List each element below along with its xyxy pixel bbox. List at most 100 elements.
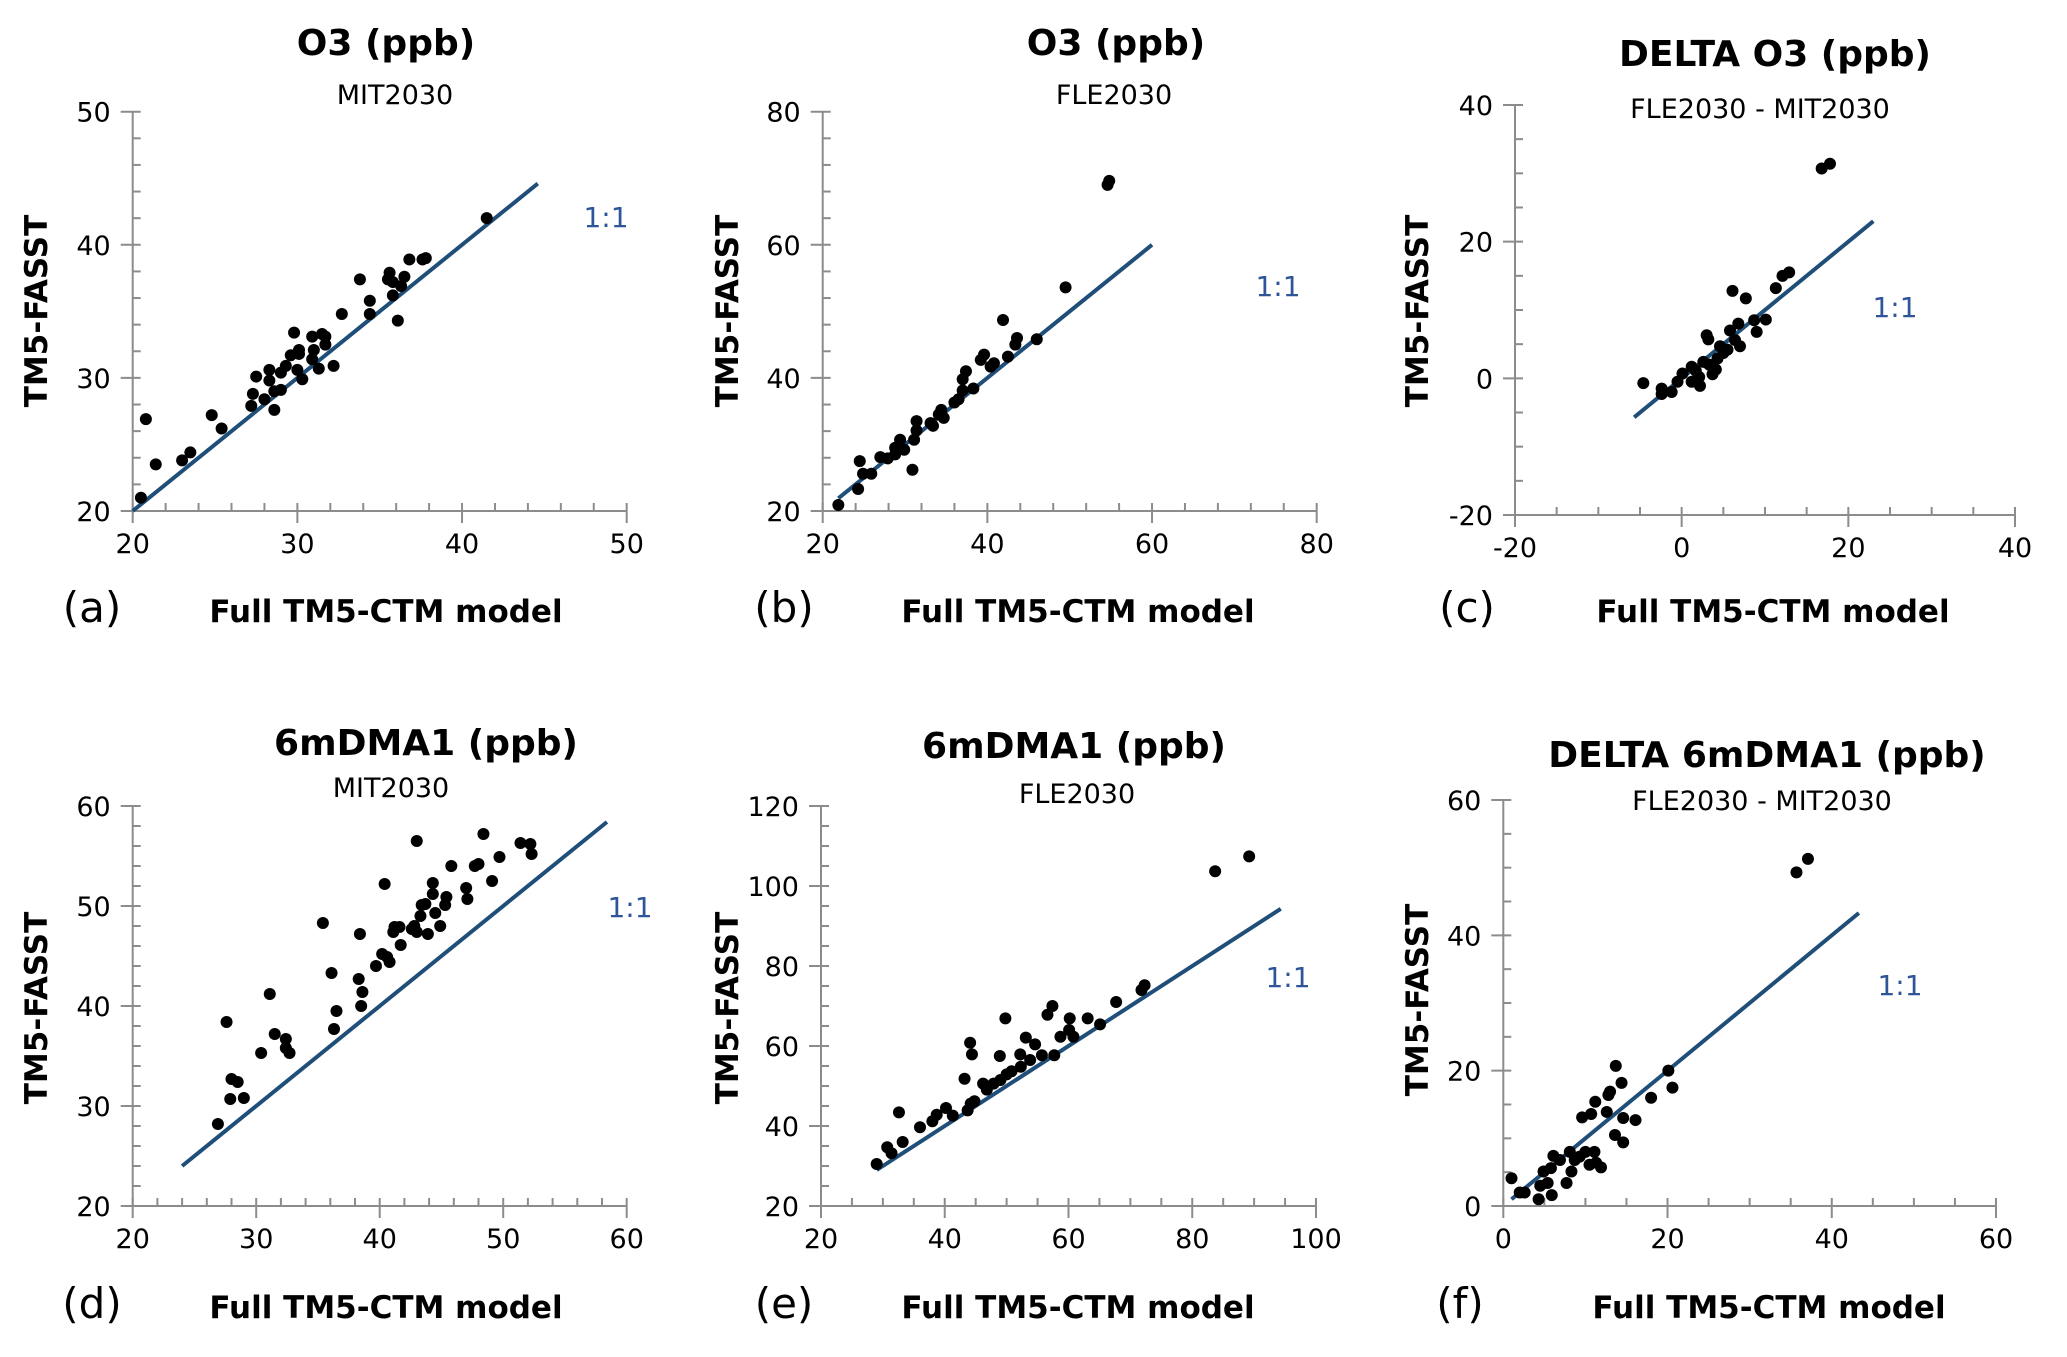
data-point <box>288 326 301 339</box>
data-point <box>383 956 396 968</box>
data-point <box>410 835 423 847</box>
x-tick-label: 20 <box>116 529 150 560</box>
data-point <box>149 458 162 471</box>
data-point <box>426 877 439 889</box>
data-point <box>293 347 306 360</box>
data-point <box>853 455 866 468</box>
x-tick-label: 60 <box>1979 1224 2013 1255</box>
data-point <box>1693 370 1706 383</box>
data-point <box>1750 325 1763 338</box>
data-point <box>946 1109 959 1122</box>
data-point <box>246 387 259 400</box>
x-axis-label: Full TM5-CTM model <box>1596 594 1949 630</box>
data-point <box>1579 1145 1592 1158</box>
data-point <box>440 891 453 903</box>
data-point <box>1067 1030 1080 1043</box>
y-axis-label: TM5-FASST <box>710 215 746 407</box>
data-point <box>394 939 407 951</box>
panel-label: (c) <box>1439 583 1495 632</box>
y-tick-label: 20 <box>1459 228 1493 259</box>
data-point <box>1629 1114 1642 1127</box>
x-tick-label: 20 <box>806 529 840 560</box>
data-point <box>1734 340 1746 353</box>
data-point <box>1585 1107 1598 1120</box>
scatter-panel-e: 20 40 60 80 100 20 40 60 80 100 120 1:1 6mDMA1 (ppb)… <box>710 726 1342 1328</box>
data-point <box>369 960 382 972</box>
data-point <box>999 1012 1012 1025</box>
scatter-panel-c: -20 0 20 40 -20 0 20 40 1:1 DELTA O3 (ppb) FLE2030… <box>1400 34 2032 632</box>
data-point <box>461 893 474 905</box>
data-point <box>378 878 391 890</box>
data-point <box>1759 313 1772 326</box>
data-point <box>968 1095 981 1108</box>
x-tick-label: 60 <box>1051 1224 1085 1255</box>
data-point <box>325 967 338 979</box>
data-point <box>486 875 499 887</box>
data-point <box>139 413 152 426</box>
data-point <box>421 928 434 940</box>
chart-subtitle: FLE2030 - MIT2030 <box>1630 94 1890 125</box>
data-point <box>306 353 319 366</box>
data-point <box>956 384 969 397</box>
data-point <box>908 433 921 446</box>
data-point <box>1209 865 1222 878</box>
data-point <box>1637 377 1650 390</box>
y-tick-label: 120 <box>747 792 799 823</box>
data-point <box>1726 284 1739 297</box>
y-tick-label: 0 <box>1464 1192 1481 1223</box>
x-tick-label: 40 <box>1998 533 2032 564</box>
data-point <box>1014 1048 1027 1061</box>
data-point <box>1662 1064 1675 1077</box>
chart-title: O3 (ppb) <box>1027 23 1205 64</box>
y-tick-label: 40 <box>1447 921 1481 952</box>
data-point <box>1046 1000 1059 1012</box>
data-point <box>914 1121 926 1134</box>
data-point <box>1545 1189 1558 1202</box>
data-point <box>978 348 991 361</box>
data-point <box>316 917 329 929</box>
x-tick-label: -20 <box>1493 533 1537 564</box>
data-point <box>1054 1030 1067 1043</box>
data-point <box>1243 850 1256 863</box>
x-tick-label: 100 <box>1290 1224 1342 1255</box>
data-point <box>892 1106 905 1119</box>
x-tick-label: 20 <box>116 1224 150 1255</box>
y-tick-label: 50 <box>76 98 110 129</box>
x-tick-label: 40 <box>970 529 1004 560</box>
one-to-one-label: 1:1 <box>1255 270 1300 303</box>
data-point <box>419 252 432 265</box>
x-tick-label: 50 <box>610 529 644 560</box>
data-point <box>279 1033 292 1045</box>
data-point <box>184 446 197 459</box>
data-point <box>480 212 493 225</box>
data-point <box>958 1072 971 1085</box>
data-point <box>927 419 940 432</box>
x-axis-label: Full TM5-CTM model <box>1592 1290 1945 1326</box>
y-tick-label: 40 <box>766 364 800 395</box>
data-point <box>231 1076 244 1088</box>
data-point <box>1666 1081 1679 1094</box>
x-tick-label: 20 <box>1831 533 1865 564</box>
data-point <box>1609 1059 1622 1072</box>
data-point <box>1748 314 1761 327</box>
data-point <box>1518 1186 1531 1199</box>
data-point <box>906 463 919 476</box>
data-point <box>291 363 304 376</box>
data-point <box>1005 1065 1018 1078</box>
data-point <box>356 986 369 998</box>
one-to-one-line <box>131 182 540 513</box>
data-point <box>279 359 292 372</box>
data-point <box>335 308 348 321</box>
data-point <box>1048 1049 1061 1062</box>
data-point <box>885 1147 898 1160</box>
data-point <box>1665 386 1678 398</box>
x-tick-label: 30 <box>280 529 314 560</box>
y-axis-label: TM5-FASST <box>1400 904 1436 1096</box>
data-point <box>865 467 878 480</box>
y-tick-label: 30 <box>76 1092 110 1123</box>
y-tick-label: 100 <box>747 872 799 903</box>
data-point <box>296 373 309 386</box>
one-to-one-label: 1:1 <box>583 201 628 234</box>
data-point <box>353 273 366 286</box>
